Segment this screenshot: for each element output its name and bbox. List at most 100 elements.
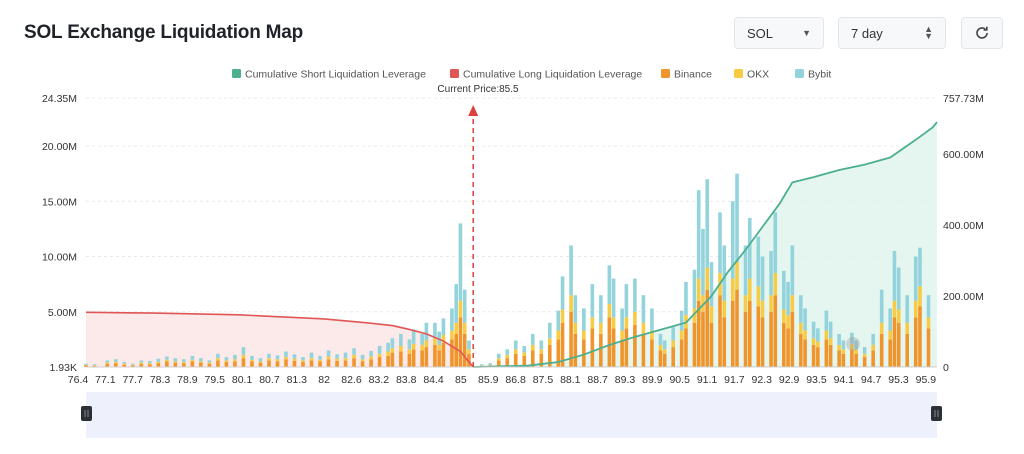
x-tick-10: 82.6 (341, 374, 362, 386)
bar-binance-5 (131, 365, 135, 367)
bar-okx-94 (786, 315, 790, 329)
coin-select[interactable]: SOL ▼ (734, 17, 824, 49)
bar-okx-112 (905, 322, 910, 334)
brush-area[interactable] (86, 392, 937, 438)
bar-okx-57 (539, 349, 544, 354)
bar-bybit-71 (641, 295, 646, 323)
x-tick-9: 82 (318, 374, 330, 386)
bar-binance-114 (918, 306, 922, 367)
x-tick-14: 85 (455, 374, 467, 386)
bar-bybit-39 (411, 329, 416, 344)
bar-okx-98 (811, 338, 816, 345)
brush-handle-right[interactable] (931, 406, 942, 421)
bar-okx-12 (190, 359, 195, 362)
y-left-tick-5: 24.35M (42, 93, 77, 105)
bar-bybit-59 (556, 310, 561, 331)
bar-okx-47 (458, 300, 463, 318)
bar-binance-79 (696, 300, 701, 367)
bar-okx-29 (335, 358, 339, 361)
bar-bybit-55 (522, 346, 527, 353)
bar-binance-6 (139, 363, 144, 367)
bar-binance-33 (369, 359, 373, 367)
refresh-icon (976, 26, 988, 39)
bar-binance-4 (122, 364, 127, 367)
long-area (86, 312, 474, 367)
bar-bybit-99 (816, 328, 820, 342)
bar-bybit-106 (862, 347, 867, 354)
bar-bybit-40 (420, 333, 424, 345)
bar-bybit-84 (722, 245, 727, 301)
bar-okx-86 (735, 262, 739, 290)
bar-okx-95 (790, 295, 795, 312)
bar-bybit-94 (786, 281, 790, 316)
bar-binance-17 (233, 361, 237, 367)
bar-binance-19 (250, 361, 254, 367)
bar-okx-68 (620, 330, 624, 340)
bar-bybit-24 (292, 354, 297, 359)
bar-bybit-61 (569, 245, 573, 296)
bar-bybit-20 (258, 358, 263, 362)
bar-okx-104 (850, 343, 854, 350)
x-tick-19: 88.7 (587, 374, 608, 386)
bar-binance-32 (360, 361, 365, 367)
bar-binance-37 (399, 351, 403, 367)
bar-binance-53 (505, 358, 510, 367)
x-tick-23: 91.1 (697, 374, 718, 386)
bar-okx-93 (782, 309, 786, 323)
bar-bybit-69 (624, 284, 629, 318)
bar-okx-71 (641, 322, 646, 334)
bar-okx-101 (828, 338, 833, 345)
bar-okx-45 (450, 330, 454, 340)
bar-binance-31 (352, 358, 356, 367)
bar-bybit-38 (407, 339, 412, 350)
x-tick-8: 81.3 (287, 374, 308, 386)
zoom-brush[interactable] (81, 392, 942, 438)
bar-binance-24 (292, 360, 297, 367)
bar-binance-78 (692, 322, 697, 367)
bar-bybit-8 (156, 358, 161, 363)
bar-okx-102 (837, 344, 841, 351)
bar-bybit-37 (399, 333, 403, 347)
refresh-button[interactable] (961, 17, 1003, 49)
up-down-chevron-icon: ▲ ▼ (924, 24, 933, 41)
bar-okx-69 (624, 317, 629, 329)
bar-bybit-115 (926, 295, 931, 318)
y-right-tick-1: 200.00M (943, 291, 984, 303)
bar-binance-106 (862, 357, 867, 367)
bar-okx-34 (377, 353, 382, 358)
bar-bybit-15 (216, 353, 220, 359)
x-tick-7: 80.7 (259, 374, 280, 386)
y-left-tick-2: 10.00M (42, 252, 77, 264)
bar-bybit-48 (462, 289, 467, 323)
bar-binance-2 (105, 363, 110, 367)
bar-okx-72 (650, 330, 654, 340)
bar-okx-105 (854, 349, 858, 354)
bar-okx-115 (926, 317, 931, 329)
bar-binance-23 (284, 359, 288, 367)
bar-bybit-6 (139, 360, 144, 363)
bar-bybit-2 (105, 360, 110, 363)
bar-bybit-68 (620, 308, 624, 331)
bar-binance-20 (258, 362, 263, 367)
bar-bybit-85 (730, 201, 735, 279)
brush-handle-left[interactable] (81, 406, 92, 421)
bar-okx-97 (803, 330, 807, 340)
bar-bybit-70 (633, 278, 637, 312)
bar-binance-107 (871, 350, 875, 367)
bar-bybit-74 (662, 340, 667, 350)
bar-bybit-76 (679, 310, 684, 331)
bar-binance-92 (773, 295, 778, 367)
bar-bybit-107 (871, 333, 875, 345)
bar-bybit-31 (352, 348, 356, 355)
x-tick-5: 79.5 (205, 374, 226, 386)
bar-binance-109 (888, 339, 892, 367)
chart-legend: Cumulative Short Liquidation Leverage Cum… (232, 69, 831, 81)
period-select[interactable]: 7 day ▲ ▼ (838, 17, 946, 49)
bar-bybit-113 (913, 256, 918, 301)
page-title: SOL Exchange Liquidation Map (24, 22, 304, 43)
bar-okx-61 (569, 295, 573, 312)
y-right-tick-2: 400.00M (943, 220, 984, 232)
bar-bybit-43 (437, 331, 441, 345)
bar-binance-105 (854, 353, 858, 367)
x-tick-25: 92.3 (752, 374, 773, 386)
